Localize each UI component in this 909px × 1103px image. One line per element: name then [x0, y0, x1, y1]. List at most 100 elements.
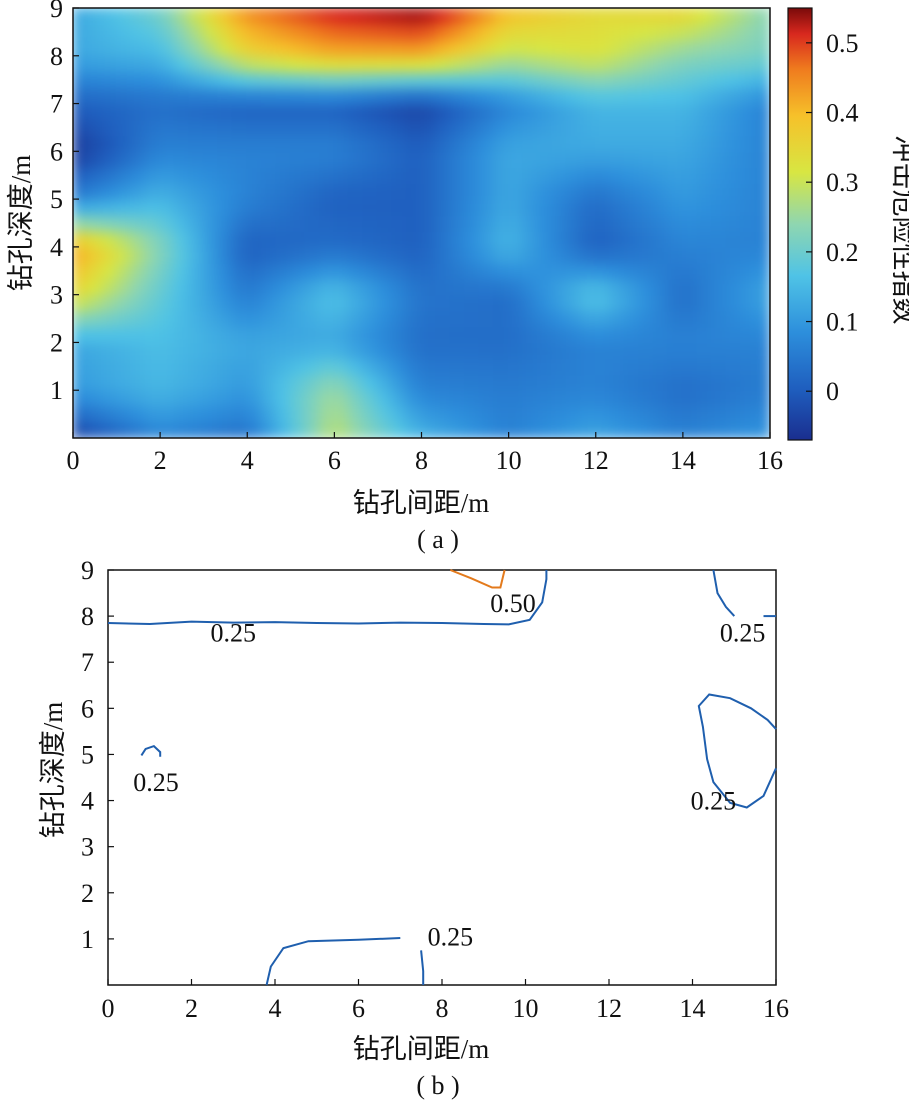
heat-cell [391, 134, 408, 153]
heat-cell [333, 293, 350, 312]
heat-cell [260, 293, 278, 312]
heat-cell [623, 389, 641, 408]
heat-cell [362, 245, 379, 264]
heat-cell [217, 405, 234, 424]
heat-cell [652, 182, 670, 201]
heat-cell [493, 277, 510, 296]
heat-cell [333, 214, 350, 232]
heat-cell [739, 38, 757, 57]
heat-cell [202, 38, 220, 57]
heat-cell [580, 38, 597, 57]
heat-cell [130, 182, 147, 201]
heat-cell [725, 293, 742, 312]
heat-cell [580, 405, 597, 424]
heat-cell [623, 182, 641, 201]
heat-cell [609, 309, 626, 328]
contour-frame [107, 569, 777, 986]
heat-cell [536, 421, 554, 438]
heat-cell [435, 309, 452, 328]
heat-cell [159, 229, 176, 248]
heat-cell [507, 229, 525, 248]
heat-cell [551, 70, 568, 89]
contour-line [265, 937, 401, 986]
heat-cell [304, 373, 321, 392]
heat-cell [231, 325, 249, 344]
heat-cell [188, 134, 205, 153]
heat-cell [420, 134, 438, 153]
heat-cell [565, 102, 583, 121]
heat-cell [696, 118, 713, 137]
heat-cell [638, 229, 655, 248]
heat-cell [623, 166, 641, 185]
heat-cell [347, 357, 365, 376]
heat-cell [638, 325, 655, 344]
heat-cell [217, 341, 234, 360]
heat-cell [522, 261, 539, 280]
heat-cell [73, 38, 89, 57]
heat-cell [609, 214, 626, 232]
heat-cell [580, 389, 597, 408]
heat-cell [565, 38, 583, 57]
heat-cell [696, 389, 713, 408]
heat-cell [464, 198, 481, 217]
heat-cell [551, 38, 568, 57]
heat-cell [304, 229, 321, 248]
heat-cell [159, 102, 176, 121]
heat-cell [318, 150, 336, 169]
heat-cell [173, 38, 191, 57]
heat-cell [391, 22, 408, 41]
heat-cell [405, 229, 423, 248]
heat-cell [275, 325, 292, 344]
heat-cell [696, 421, 713, 438]
heat-cell [231, 150, 249, 169]
heat-cell [202, 150, 220, 169]
heat-cell [159, 182, 176, 201]
heat-cell [580, 54, 597, 73]
heat-cell [522, 54, 539, 73]
heat-cell [754, 405, 770, 424]
heat-cell [304, 261, 321, 280]
heat-cell [304, 405, 321, 424]
heat-cell [73, 134, 89, 153]
heat-cell [725, 150, 742, 169]
heat-cell [667, 86, 684, 105]
heat-cell [522, 341, 539, 360]
heat-cell [130, 198, 147, 217]
heat-cell [580, 22, 597, 41]
heat-cell [260, 182, 278, 201]
heat-cell [86, 134, 104, 153]
heat-cell [86, 421, 104, 438]
x-tick-label: 8 [436, 994, 449, 1023]
contour-y-axis-label: 钻孔深度/m [38, 702, 68, 839]
heat-cell [725, 341, 742, 360]
heat-cell [594, 102, 612, 121]
heat-cell [667, 54, 684, 73]
heat-cell [522, 38, 539, 57]
heat-cell [188, 22, 205, 41]
heat-cell [376, 198, 394, 217]
heat-cell [609, 389, 626, 408]
heat-cell [318, 357, 336, 376]
heat-cell [551, 198, 568, 217]
heat-cell [362, 229, 379, 248]
heat-cell [464, 293, 481, 312]
heat-cell [130, 341, 147, 360]
heat-cell [507, 54, 525, 73]
heat-cell [507, 341, 525, 360]
heat-cell [130, 325, 147, 344]
heat-cell [173, 182, 191, 201]
heat-cell [725, 166, 742, 185]
heat-cell [304, 198, 321, 217]
heat-cell [362, 166, 379, 185]
heat-cell [130, 134, 147, 153]
x-tick-label: 14 [670, 446, 696, 475]
heat-cell [173, 214, 191, 232]
heat-cell [362, 102, 379, 121]
heat-cell [246, 341, 263, 360]
heat-cell [347, 214, 365, 232]
heat-cell [493, 373, 510, 392]
contour-line [420, 950, 425, 985]
heat-cell [173, 341, 191, 360]
heat-cell [551, 54, 568, 73]
heat-cell [159, 293, 176, 312]
